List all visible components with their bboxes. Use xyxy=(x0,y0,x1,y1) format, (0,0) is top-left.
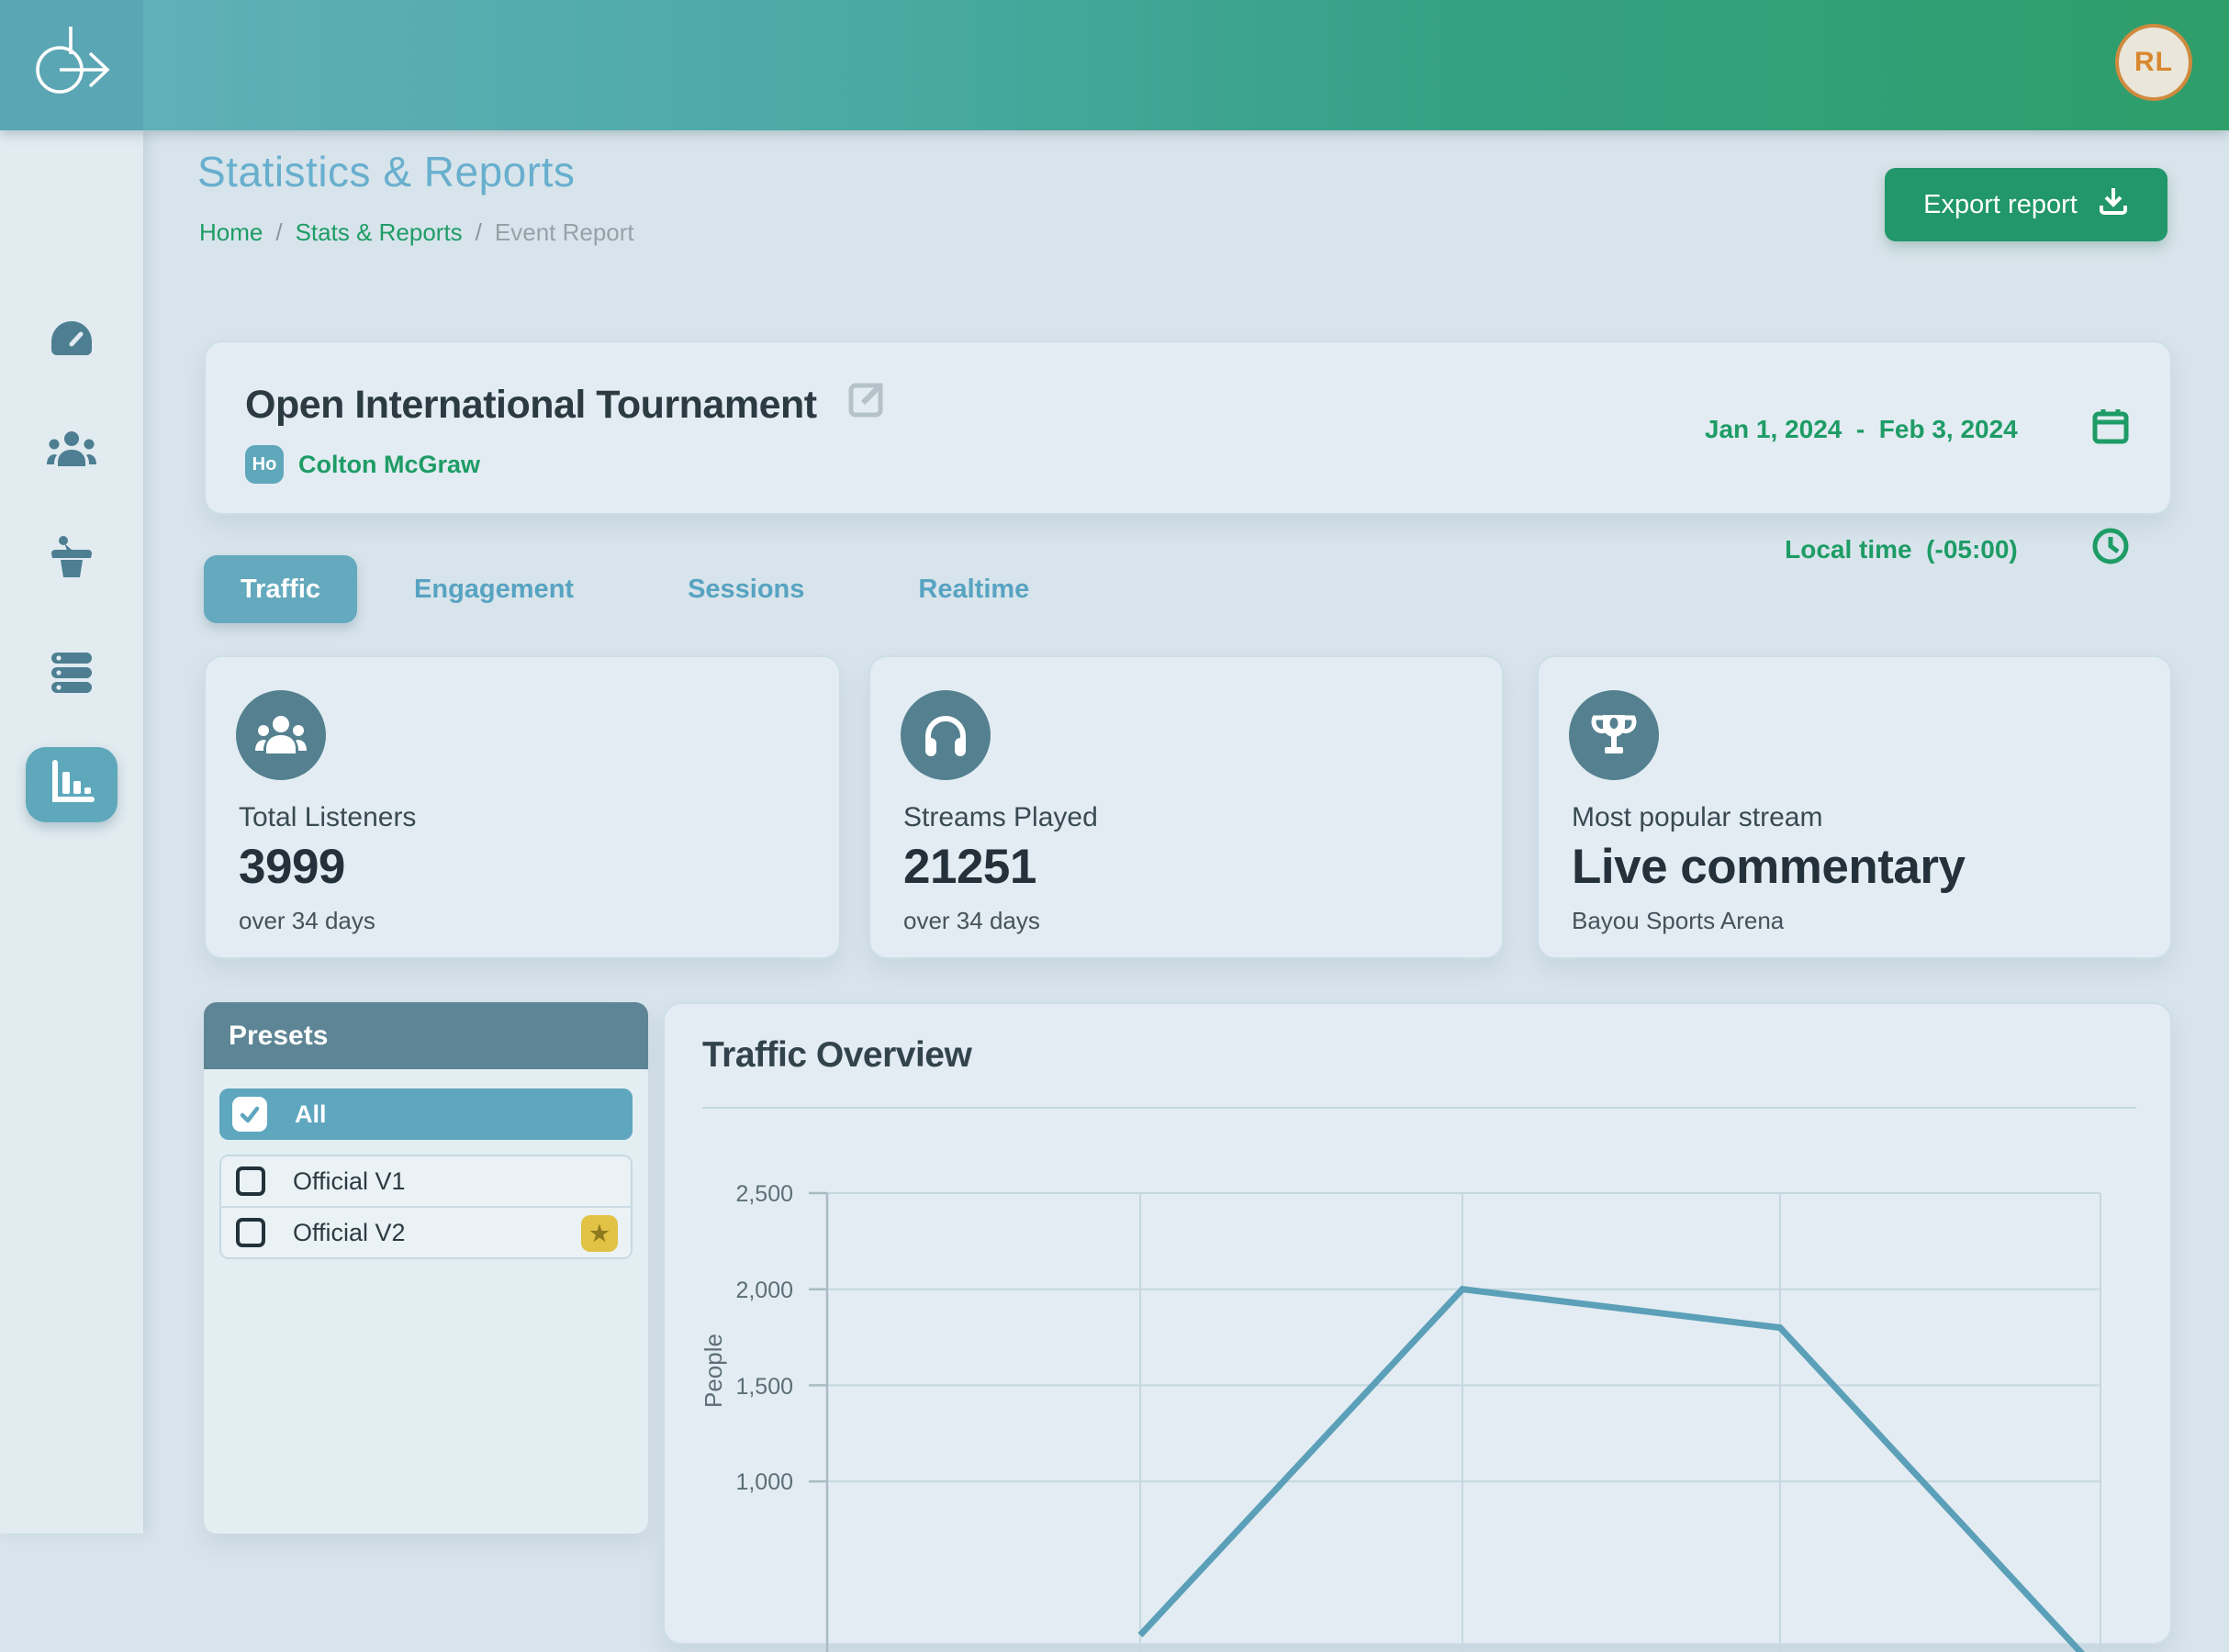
calendar-icon xyxy=(2034,377,2130,481)
external-link-icon[interactable] xyxy=(845,379,887,431)
avatar-initials: RL xyxy=(2134,47,2173,77)
podium-icon xyxy=(48,535,95,584)
export-report-label: Export report xyxy=(1923,189,2078,219)
sidebar-item-streams[interactable] xyxy=(26,637,118,712)
preset-option-official-v1[interactable]: Official V1 xyxy=(221,1156,631,1206)
stat-card-most-popular-stream: Most popular stream Live commentary Bayo… xyxy=(1537,655,2172,959)
traffic-overview-card: Traffic Overview 2,500 2,000 1,500 1,000… xyxy=(663,1002,2172,1652)
y-tick-label: 1,500 xyxy=(735,1374,793,1400)
y-tick-label: 2,500 xyxy=(735,1181,793,1207)
stat-label: Streams Played xyxy=(903,802,1098,832)
logo-enter-arrow-icon xyxy=(26,19,118,112)
page-title: Statistics & Reports xyxy=(197,148,576,195)
stat-sub: over 34 days xyxy=(903,907,1040,934)
sidebar-item-events[interactable] xyxy=(26,521,118,597)
traffic-line-chart xyxy=(809,1191,2101,1652)
download-icon xyxy=(2098,185,2129,224)
gauge-icon xyxy=(47,317,96,362)
presets-header: Presets xyxy=(204,1002,648,1069)
preset-label: Official V2 xyxy=(293,1218,406,1246)
sidebar-item-statistics[interactable] xyxy=(26,747,118,822)
preset-label: Official V1 xyxy=(293,1166,406,1195)
stat-value: 21251 xyxy=(903,840,1036,894)
y-axis-label: People xyxy=(700,1334,727,1408)
favorite-star-button[interactable]: ★ xyxy=(581,1215,618,1252)
sidebar-item-dashboard[interactable] xyxy=(26,301,118,376)
stat-card-streams-played: Streams Played 21251 over 34 days xyxy=(868,655,1504,959)
headphones-icon xyxy=(901,690,991,780)
tab-realtime[interactable]: Realtime xyxy=(918,574,1030,604)
presets-panel: Presets All Official V1 Official V2 ★ xyxy=(204,1002,648,1534)
event-summary-card: Open International Tournament Ho Colton … xyxy=(204,340,2172,564)
tab-traffic[interactable]: Traffic xyxy=(204,555,358,623)
checkbox-empty-icon[interactable] xyxy=(236,1218,265,1247)
star-icon: ★ xyxy=(588,1219,611,1247)
checkbox-empty-icon[interactable] xyxy=(236,1166,265,1196)
stat-sub: over 34 days xyxy=(239,907,375,934)
event-title: Open International Tournament xyxy=(245,383,817,427)
topbar: RL xyxy=(0,0,2229,130)
stat-value: Live commentary xyxy=(1572,840,1966,894)
event-date-range: Jan 1, 2024 - Feb 3, 2024 xyxy=(1704,414,2018,443)
people-icon xyxy=(236,690,326,780)
breadcrumb-separator: / xyxy=(475,218,482,246)
y-tick-label: 1,000 xyxy=(735,1469,793,1495)
stat-label: Total Listeners xyxy=(239,802,417,832)
traffic-line xyxy=(1137,1286,2086,1652)
clock-icon xyxy=(2034,497,2130,601)
stat-label: Most popular stream xyxy=(1572,802,1823,832)
sidebar-item-users[interactable] xyxy=(26,414,118,489)
export-report-button[interactable]: Export report xyxy=(1885,168,2167,241)
tab-engagement[interactable]: Engagement xyxy=(414,574,575,604)
app-logo[interactable] xyxy=(0,0,143,130)
presets-list: Official V1 Official V2 ★ xyxy=(219,1155,633,1259)
preset-option-all[interactable]: All xyxy=(219,1088,633,1140)
checkbox-checked-icon[interactable] xyxy=(232,1097,267,1132)
tab-sessions[interactable]: Sessions xyxy=(688,574,805,604)
preset-all-label: All xyxy=(295,1099,327,1128)
preset-option-official-v2[interactable]: Official V2 ★ xyxy=(221,1206,631,1257)
stat-card-total-listeners: Total Listeners 3999 over 34 days xyxy=(204,655,841,959)
stat-sub: Bayou Sports Arena xyxy=(1572,907,1785,934)
sidebar xyxy=(0,130,143,1534)
breadcrumb-separator: / xyxy=(275,218,283,246)
user-avatar[interactable]: RL xyxy=(2115,24,2192,101)
y-tick-label: 2,000 xyxy=(735,1278,793,1303)
stat-value: 3999 xyxy=(239,840,345,894)
breadcrumb-current: Event Report xyxy=(494,218,634,246)
users-icon xyxy=(46,430,97,474)
bar-chart-icon xyxy=(48,759,95,811)
chart-divider xyxy=(702,1107,2136,1109)
event-local-time: Local time (-05:00) xyxy=(1785,534,2018,564)
host-badge: Ho xyxy=(245,445,284,484)
server-icon xyxy=(48,651,95,699)
report-tabs: Traffic Engagement Sessions Realtime xyxy=(204,555,1086,623)
trophy-icon xyxy=(1569,690,1659,780)
breadcrumb-stats-reports[interactable]: Stats & Reports xyxy=(295,218,463,246)
chart-title: Traffic Overview xyxy=(702,1035,972,1075)
host-name[interactable]: Colton McGraw xyxy=(298,450,481,478)
breadcrumb-home[interactable]: Home xyxy=(199,218,263,246)
breadcrumb: Home / Stats & Reports / Event Report xyxy=(199,218,634,247)
